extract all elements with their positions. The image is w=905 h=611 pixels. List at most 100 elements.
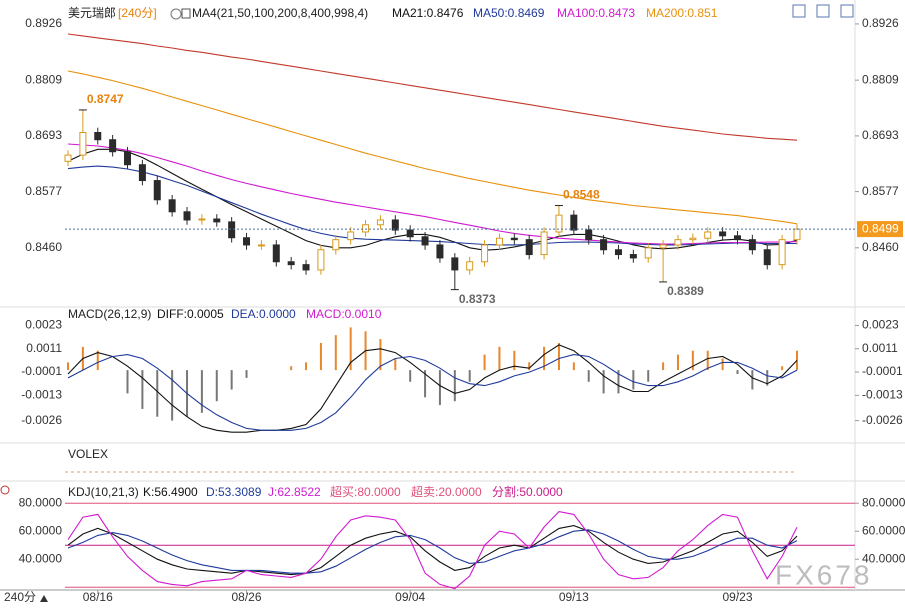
y-tick-label: 80.0000 xyxy=(19,495,63,509)
settings-icon[interactable] xyxy=(170,8,182,20)
y-tick-label: -0.0001 xyxy=(21,364,62,378)
chart-title: 美元瑞郎 xyxy=(68,6,116,20)
candle-body xyxy=(421,236,429,246)
toolbar-button[interactable] xyxy=(816,4,830,18)
y-tick-label: 0.8926 xyxy=(25,16,62,30)
legend-entry: DEA:0.0000 xyxy=(231,307,296,321)
candle-body xyxy=(704,231,712,239)
y-tick-label-right: 60.0000 xyxy=(862,523,905,537)
candle-body xyxy=(302,264,310,271)
y-tick-label: 60.0000 xyxy=(19,523,63,537)
y-tick-label: 0.8693 xyxy=(25,128,62,142)
candle-body xyxy=(109,139,117,153)
y-tick-label: -0.0013 xyxy=(21,388,62,402)
legend-entry: MA200:0.851 xyxy=(646,6,718,20)
y-tick-label-right: 0.8577 xyxy=(862,184,899,198)
extreme-label: 0.8747 xyxy=(87,92,124,106)
legend-entry: DIFF:0.0005 xyxy=(157,307,224,321)
candle-body xyxy=(555,214,563,233)
extreme-label: 0.8548 xyxy=(563,188,600,202)
legend-entry: MACD:0.0010 xyxy=(306,307,382,321)
macd-title: MACD(26,12,9) xyxy=(68,307,151,321)
x-tick-label: 09/13 xyxy=(559,590,589,604)
candle-body xyxy=(362,224,370,233)
y-tick-label: -0.0026 xyxy=(21,413,62,427)
candle-body xyxy=(778,239,786,266)
y-tick-label: 0.8577 xyxy=(25,184,62,198)
candle-body xyxy=(659,244,667,249)
candle-body xyxy=(391,219,399,231)
candle-body xyxy=(525,239,533,256)
x-tick-label: 08/26 xyxy=(232,590,262,604)
legend-entry: MA21:0.8476 xyxy=(392,6,464,20)
panel-icon[interactable] xyxy=(0,485,10,495)
extreme-label: 0.8389 xyxy=(667,284,704,298)
y-tick-label-right: 0.8926 xyxy=(862,16,899,30)
candle-body xyxy=(198,218,206,221)
toolbar-button[interactable] xyxy=(840,4,854,18)
candle-body xyxy=(406,229,414,238)
candle-body xyxy=(272,244,280,263)
y-tick-label: 0.8809 xyxy=(25,72,62,86)
candle-body xyxy=(228,221,236,239)
y-tick-label: 0.0011 xyxy=(26,341,62,355)
candle-body xyxy=(347,231,355,241)
candle-body xyxy=(466,261,474,271)
x-tick-label: 09/23 xyxy=(722,590,752,604)
candle-body xyxy=(138,164,146,182)
candle-body xyxy=(243,237,251,246)
candle-body xyxy=(585,229,593,241)
candle-body xyxy=(629,254,637,259)
toolbar-button[interactable] xyxy=(792,4,806,18)
legend-entry: MA50:0.8469 xyxy=(473,6,545,20)
y-tick-label: 0.8460 xyxy=(25,240,62,254)
candle-body xyxy=(124,151,132,166)
candle-body xyxy=(168,199,176,213)
indicator-line xyxy=(67,525,798,576)
candle-body xyxy=(719,231,727,237)
candle-body xyxy=(495,237,503,246)
y-tick-label: 0.0023 xyxy=(25,318,62,332)
indicator-icon[interactable] xyxy=(181,8,191,19)
candle-body xyxy=(570,214,578,231)
candle-body xyxy=(733,235,741,241)
indicator-line xyxy=(67,70,798,225)
period-arrow[interactable] xyxy=(40,595,48,602)
indicator-line xyxy=(67,148,798,251)
y-tick-label-right: 0.8460 xyxy=(862,240,899,254)
indicator-line xyxy=(67,529,798,574)
candle-body xyxy=(153,180,161,201)
y-tick-label-right: -0.0013 xyxy=(862,388,903,402)
y-tick-label-right: -0.0001 xyxy=(862,364,903,378)
y-tick-label-right: 0.0011 xyxy=(862,341,898,355)
indicator-line xyxy=(67,511,798,590)
x-tick-label: 09/04 xyxy=(395,590,425,604)
indicator-title: MA4(21,50,100,200,8,400,998,4) xyxy=(192,6,368,20)
indicator-line xyxy=(67,33,798,141)
candle-body xyxy=(376,219,384,226)
last-price-box xyxy=(857,221,903,238)
volex-title: VOLEX xyxy=(68,447,108,461)
candle-body xyxy=(317,249,325,271)
candle-body xyxy=(332,239,340,251)
level-label: 超买:80.0000 xyxy=(330,484,401,499)
candle-body xyxy=(94,132,102,141)
y-tick-label-right: 40.0000 xyxy=(862,551,905,565)
x-tick-label: 08/16 xyxy=(83,590,113,604)
legend-entry: J:62.8522 xyxy=(268,485,321,499)
candle-body xyxy=(689,237,697,241)
candle-body xyxy=(436,244,444,259)
period-label[interactable]: 240分 xyxy=(4,590,36,604)
level-label: 分割:50.0000 xyxy=(492,484,563,499)
candle-body xyxy=(748,239,756,251)
candle-body xyxy=(644,247,652,259)
y-tick-label: 40.0000 xyxy=(19,551,63,565)
extreme-label: 0.8373 xyxy=(459,292,496,306)
legend-entry: K:56.4900 xyxy=(143,485,198,499)
candle-body xyxy=(481,244,489,263)
candle-body xyxy=(674,239,682,246)
candle-body xyxy=(64,154,72,162)
last-price-label: 0.8499 xyxy=(862,221,899,235)
